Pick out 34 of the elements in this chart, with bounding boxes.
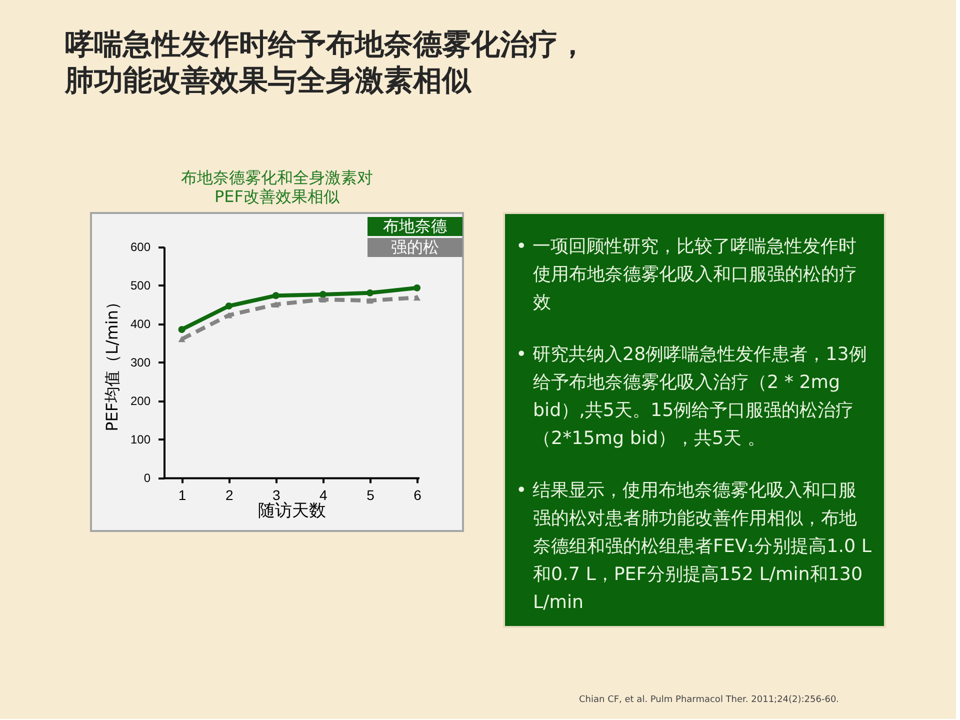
x-tick-label: 6 <box>414 487 422 504</box>
text: 布地奈德 <box>383 216 447 236</box>
point <box>272 292 280 300</box>
x-tick-label: 5 <box>366 487 375 504</box>
y-tick-label: 300 <box>130 356 151 370</box>
text: • 研究共纳入28例哮喘急性发作患者，13例给予布地奈德雾化吸入治疗（2 * 2mg bid）,共5天。15例给予口服强的松治疗（2*15mg bid），共5天 。 <box>516 344 867 449</box>
point <box>413 284 421 292</box>
point <box>225 302 232 310</box>
chart-title: 哮喘急性发作时给予布地奈德雾化治疗，肺功能改善效果与全身激素相似 <box>64 27 587 97</box>
y-tick-label: 200 <box>130 394 151 408</box>
text: • 一项回顾性研究，比较了哮喘急性发作时使用布地奈德雾化吸入和口服强的松的疗效 <box>516 236 857 313</box>
y-axis-title: PEF均值（L/min） <box>102 294 122 432</box>
text: • 结果显示，使用布地奈德雾化吸入和口服强的松对患者肺功能改善作用相似，布地奈德组和强的松组患者FEV₁分别提高1.0 L和0.7 L，PEF分别提高152 L/min和130 L/min <box>516 480 872 613</box>
point <box>366 289 374 296</box>
y-tick-label: 500 <box>130 278 151 293</box>
point <box>319 290 326 298</box>
chart-subtitle: 布地奈德雾化和全身激素对PEF改善效果相似 <box>181 168 373 206</box>
text: Chian CF, et al. Pulm Pharmacol Ther. 2011;24(2):256-60. <box>579 695 840 705</box>
text: 强的松 <box>391 238 439 256</box>
x-tick-label: 2 <box>225 487 234 504</box>
point <box>178 336 186 342</box>
y-tick-label: 100 <box>130 432 151 447</box>
x-tick-label: 4 <box>320 487 328 504</box>
x-tick-label: 3 <box>272 487 280 504</box>
x-axis-title: 随访天数 <box>258 501 326 522</box>
y-tick-label: 0 <box>144 471 151 486</box>
point <box>413 294 421 301</box>
x-tick-label: 1 <box>178 487 186 504</box>
point <box>366 298 374 304</box>
y-tick-label: 400 <box>130 317 151 332</box>
point <box>272 301 280 308</box>
point <box>319 296 326 303</box>
point <box>178 326 186 334</box>
y-tick-label: 600 <box>130 240 151 254</box>
